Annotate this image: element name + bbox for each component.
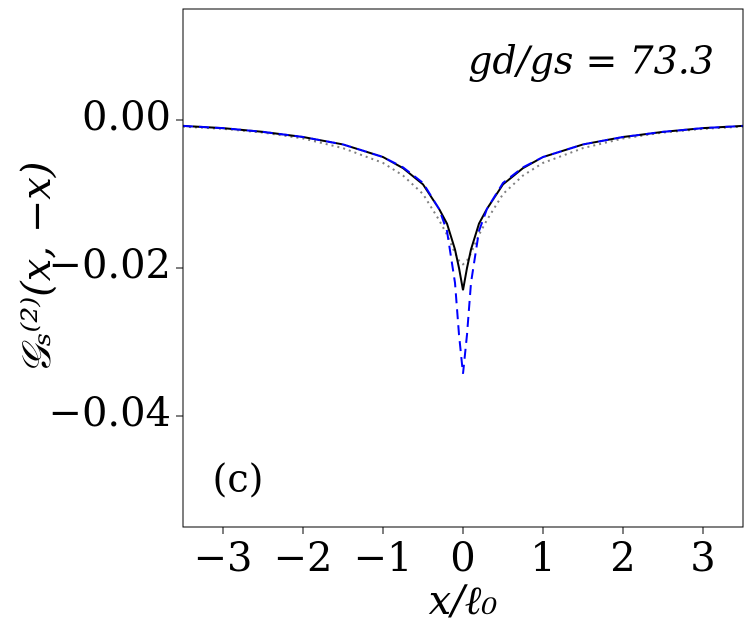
y-axis-label: 𝒢ₛ⁽²⁾(x, −x) xyxy=(14,162,60,375)
line-series xyxy=(183,125,743,266)
x-tick-label: −1 xyxy=(354,535,413,581)
x-tick-label: −2 xyxy=(274,535,333,581)
x-tick-label: 2 xyxy=(610,535,635,581)
panel-label: (c) xyxy=(213,457,264,501)
x-tick-label: −3 xyxy=(194,535,253,581)
y-tick-label: −0.02 xyxy=(48,242,171,288)
y-tick-label: −0.04 xyxy=(48,390,171,436)
plot-frame xyxy=(182,8,744,528)
x-tick-label: 1 xyxy=(530,535,555,581)
x-axis-label: x/ℓ₀ xyxy=(429,578,498,624)
annotation: gd/gs = 73.3 xyxy=(468,39,714,83)
y-tick-label: 0.00 xyxy=(82,94,171,140)
x-tick-label: 0 xyxy=(450,535,475,581)
line-series xyxy=(183,124,743,374)
x-tick-label: 3 xyxy=(690,535,715,581)
